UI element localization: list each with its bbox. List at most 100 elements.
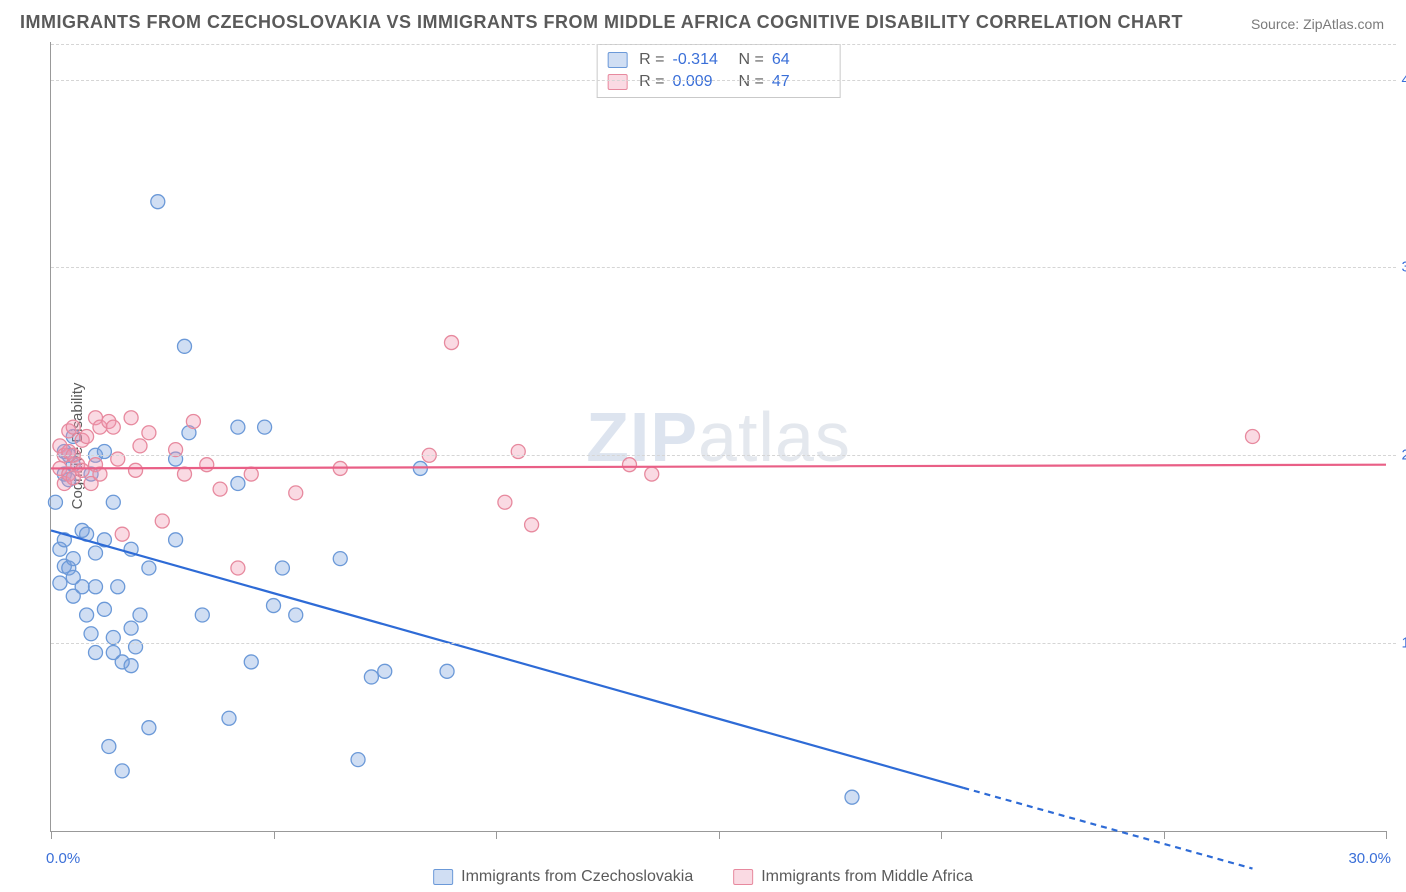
legend-label-1: Immigrants from Czechoslovakia bbox=[461, 868, 693, 886]
data-point bbox=[89, 546, 103, 560]
data-point bbox=[445, 336, 459, 350]
r-value-2: 0.009 bbox=[673, 71, 727, 93]
y-tick-label: 20.0% bbox=[1394, 447, 1406, 464]
legend-item-2: Immigrants from Middle Africa bbox=[733, 868, 973, 886]
x-tick bbox=[941, 831, 942, 839]
stats-row-2: R = 0.009 N = 47 bbox=[607, 71, 826, 93]
data-point bbox=[258, 420, 272, 434]
data-point bbox=[511, 445, 525, 459]
data-point bbox=[289, 608, 303, 622]
stats-box: R = -0.314 N = 64 R = 0.009 N = 47 bbox=[596, 44, 841, 98]
data-point bbox=[525, 518, 539, 532]
data-point bbox=[645, 467, 659, 481]
data-point bbox=[378, 664, 392, 678]
data-point bbox=[124, 621, 138, 635]
x-tick bbox=[274, 831, 275, 839]
chart-title: IMMIGRANTS FROM CZECHOSLOVAKIA VS IMMIGR… bbox=[20, 12, 1183, 33]
data-point bbox=[106, 495, 120, 509]
data-point bbox=[102, 739, 116, 753]
gridline-h bbox=[51, 44, 1396, 45]
data-point bbox=[89, 580, 103, 594]
n-value-1: 64 bbox=[772, 49, 826, 71]
gridline-h bbox=[51, 455, 1396, 456]
data-point bbox=[231, 420, 245, 434]
data-point bbox=[244, 467, 258, 481]
legend-label-2: Immigrants from Middle Africa bbox=[761, 868, 973, 886]
legend-swatch-1 bbox=[433, 869, 453, 885]
n-prefix-2: N = bbox=[739, 71, 764, 93]
data-point bbox=[66, 552, 80, 566]
data-point bbox=[89, 646, 103, 660]
data-point bbox=[75, 463, 89, 477]
data-point bbox=[111, 580, 125, 594]
legend-item-1: Immigrants from Czechoslovakia bbox=[433, 868, 693, 886]
y-tick-label: 40.0% bbox=[1394, 71, 1406, 88]
x-tick bbox=[1386, 831, 1387, 839]
chart-svg bbox=[51, 42, 1386, 831]
plot-area: ZIPatlas R = -0.314 N = 64 R = 0.009 N =… bbox=[50, 42, 1386, 832]
data-point bbox=[186, 414, 200, 428]
stats-row-1: R = -0.314 N = 64 bbox=[607, 49, 826, 71]
data-point bbox=[129, 640, 143, 654]
data-point bbox=[115, 527, 129, 541]
data-point bbox=[111, 452, 125, 466]
trend-line bbox=[963, 788, 1252, 869]
x-tick bbox=[496, 831, 497, 839]
x-tick bbox=[1164, 831, 1165, 839]
source-label: Source: ZipAtlas.com bbox=[1251, 16, 1384, 32]
data-point bbox=[97, 445, 111, 459]
swatch-series-2 bbox=[607, 74, 627, 90]
data-point bbox=[440, 664, 454, 678]
gridline-h bbox=[51, 643, 1396, 644]
x-label-max: 30.0% bbox=[1348, 850, 1391, 867]
n-prefix-1: N = bbox=[739, 49, 764, 71]
data-point bbox=[178, 339, 192, 353]
data-point bbox=[142, 561, 156, 575]
data-point bbox=[80, 430, 94, 444]
data-point bbox=[333, 552, 347, 566]
data-point bbox=[155, 514, 169, 528]
data-point bbox=[275, 561, 289, 575]
data-point bbox=[142, 721, 156, 735]
data-point bbox=[623, 458, 637, 472]
r-value-1: -0.314 bbox=[673, 49, 727, 71]
data-point bbox=[244, 655, 258, 669]
data-point bbox=[351, 753, 365, 767]
y-tick-label: 10.0% bbox=[1394, 635, 1406, 652]
data-point bbox=[200, 458, 214, 472]
x-tick bbox=[51, 831, 52, 839]
data-point bbox=[84, 627, 98, 641]
data-point bbox=[97, 602, 111, 616]
bottom-legend: Immigrants from Czechoslovakia Immigrant… bbox=[433, 868, 973, 886]
data-point bbox=[106, 420, 120, 434]
data-point bbox=[364, 670, 378, 684]
data-point bbox=[115, 764, 129, 778]
data-point bbox=[142, 426, 156, 440]
data-point bbox=[75, 580, 89, 594]
data-point bbox=[169, 533, 183, 547]
data-point bbox=[845, 790, 859, 804]
data-point bbox=[66, 420, 80, 434]
data-point bbox=[48, 495, 62, 509]
data-point bbox=[124, 411, 138, 425]
legend-swatch-2 bbox=[733, 869, 753, 885]
data-point bbox=[151, 195, 165, 209]
trend-line bbox=[51, 530, 963, 787]
data-point bbox=[289, 486, 303, 500]
n-value-2: 47 bbox=[772, 71, 826, 93]
r-prefix-2: R = bbox=[639, 71, 664, 93]
y-tick-label: 30.0% bbox=[1394, 259, 1406, 276]
gridline-h bbox=[51, 80, 1396, 81]
data-point bbox=[133, 439, 147, 453]
r-prefix-1: R = bbox=[639, 49, 664, 71]
data-point bbox=[195, 608, 209, 622]
data-point bbox=[222, 711, 236, 725]
data-point bbox=[498, 495, 512, 509]
data-point bbox=[124, 659, 138, 673]
data-point bbox=[129, 463, 143, 477]
x-tick bbox=[719, 831, 720, 839]
data-point bbox=[231, 561, 245, 575]
data-point bbox=[80, 608, 94, 622]
data-point bbox=[133, 608, 147, 622]
x-label-min: 0.0% bbox=[46, 850, 80, 867]
